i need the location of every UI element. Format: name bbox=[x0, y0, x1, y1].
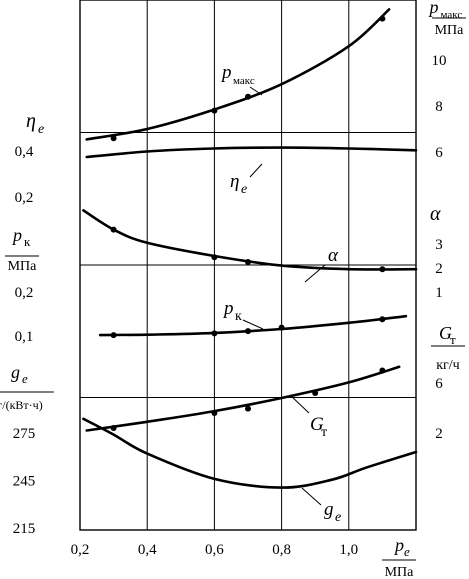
series-pk-label-sub: к bbox=[235, 309, 242, 324]
series-eta-label-sub: e bbox=[241, 182, 247, 197]
right-axis-gt-tick-0: 6 bbox=[435, 376, 443, 392]
series-ge-line bbox=[82, 417, 418, 489]
right-axis-alpha-title-symbol: α bbox=[430, 203, 441, 225]
series-pmax-leader bbox=[249, 86, 263, 96]
right-axis-pmax: p макс МПа 10 8 6 bbox=[428, 0, 466, 161]
left-axis-pk-title-unit: МПа bbox=[8, 259, 38, 274]
left-axis-eta-tick-0: 0,4 bbox=[15, 144, 34, 160]
series-ge-leader bbox=[301, 487, 322, 506]
series-pk-point-1 bbox=[211, 330, 218, 337]
right-axis-alpha-tick-1: 2 bbox=[435, 261, 443, 277]
x-tick-label-2: 0,6 bbox=[205, 542, 224, 558]
series-pk-line bbox=[98, 314, 408, 337]
right-axis-pmax-title-symbol-sub: макс bbox=[441, 9, 463, 21]
series-eta-leader bbox=[249, 163, 263, 178]
left-axis-pk-tick-1: 0,1 bbox=[15, 329, 34, 345]
series-alpha-point-2 bbox=[245, 259, 251, 265]
series-pk-leader bbox=[242, 319, 264, 330]
right-axis-alpha: α 3 2 1 bbox=[430, 203, 443, 301]
series-gt-point-3 bbox=[312, 390, 319, 396]
series-alpha: α bbox=[82, 209, 418, 283]
series-pmax-label: p bbox=[220, 62, 232, 83]
left-axis-ge-tick-2: 215 bbox=[13, 521, 36, 537]
series-pk-label: p bbox=[222, 298, 234, 319]
series-pmax-label-sub: макс bbox=[233, 75, 255, 87]
right-axis-alpha-tick-0: 3 bbox=[435, 237, 443, 253]
left-axis-pk: p к МПа 0,2 0,1 bbox=[5, 225, 39, 345]
right-axis-pmax-title-unit: МПа bbox=[435, 23, 465, 38]
series-alpha-leader bbox=[304, 264, 326, 283]
right-axis-gt-title-symbol: G bbox=[439, 323, 452, 343]
left-axis-ge: g e г/(кВт·ч) 275 245 215 bbox=[0, 362, 54, 537]
x-axis-ticks: 0,2 0,4 0,6 0,8 1,0 bbox=[71, 542, 359, 558]
series-gt-line bbox=[85, 365, 401, 432]
right-axes: p макс МПа 10 8 6 α 3 2 1 Gт кг/ч 6 2 bbox=[428, 0, 466, 442]
x-tick-label-1: 0,4 bbox=[138, 542, 157, 558]
series-pk-point-2 bbox=[245, 328, 251, 335]
series-gt-point-2 bbox=[245, 405, 251, 412]
series-gt: Gт bbox=[85, 365, 401, 440]
series-alpha-point-1 bbox=[211, 254, 218, 261]
series-gt-point-4 bbox=[379, 367, 386, 374]
left-axis-pk-title-symbol: p bbox=[11, 225, 22, 245]
x-tick-label-4: 1,0 bbox=[339, 542, 358, 558]
left-axis-ge-title-symbol: g bbox=[11, 362, 20, 382]
series-alpha-point-0 bbox=[110, 226, 117, 233]
right-axis-alpha-tick-2: 1 bbox=[435, 285, 443, 301]
series-gt-label: G bbox=[310, 414, 324, 435]
x-axis-unit: МПа bbox=[385, 565, 415, 579]
series-pmax-point-3 bbox=[379, 15, 386, 22]
right-axis-gt-title-symbol-sub: т bbox=[450, 332, 456, 347]
left-axis-ge-tick-1: 245 bbox=[13, 474, 36, 490]
left-axis-ge-title-unit: г/(кВт·ч) bbox=[0, 398, 43, 412]
right-axis-pmax-tick-2: 6 bbox=[435, 145, 443, 161]
series-pmax: p макс bbox=[85, 8, 391, 142]
series-pk-point-0 bbox=[110, 332, 117, 339]
series-alpha-point-3 bbox=[379, 266, 386, 273]
x-tick-label-3: 0,8 bbox=[272, 542, 291, 558]
right-axis-pmax-tick-0: 10 bbox=[432, 53, 447, 69]
right-axis-pmax-title-symbol: p bbox=[428, 0, 439, 17]
series-gt-point-1 bbox=[211, 410, 218, 416]
left-axis-eta-title-symbol: η bbox=[26, 110, 36, 132]
right-axis-pmax-tick-1: 8 bbox=[435, 99, 443, 115]
series-gt-point-0 bbox=[110, 425, 117, 431]
x-tick-label-0: 0,2 bbox=[71, 542, 90, 558]
x-axis-symbol-sub: e bbox=[404, 544, 410, 559]
x-axis-label: p e МПа bbox=[382, 535, 416, 579]
series-pmax-point-0 bbox=[110, 135, 117, 142]
x-axis-symbol: p bbox=[393, 535, 404, 555]
right-axis-gt-title-unit: кг/ч bbox=[436, 358, 459, 373]
series-pk-point-4 bbox=[379, 316, 386, 323]
series-pmax-point-2 bbox=[245, 93, 251, 100]
left-axis-pk-tick-0: 0,2 bbox=[15, 285, 34, 301]
series-gt-leader bbox=[289, 394, 310, 414]
right-axis-gt: Gт кг/ч 6 2 bbox=[431, 323, 465, 442]
left-axis-eta: η e 0,4 0,2 bbox=[15, 110, 45, 206]
left-axis-pk-title-symbol-sub: к bbox=[24, 234, 31, 249]
series-ge-label-sub: e bbox=[335, 510, 341, 525]
series-pk-point-3 bbox=[278, 324, 285, 331]
series-eta-label: η bbox=[230, 171, 239, 192]
left-axis-ge-tick-0: 275 bbox=[13, 426, 36, 442]
series-pmax-point-1 bbox=[211, 107, 218, 114]
series-ge-label: g bbox=[324, 499, 334, 520]
left-axis-eta-tick-1: 0,2 bbox=[15, 190, 34, 206]
series-eta-line bbox=[85, 146, 418, 159]
left-axis-eta-title-symbol-sub: e bbox=[38, 122, 44, 137]
right-axis-gt-tick-1: 2 bbox=[435, 426, 443, 442]
series-gt-label-sub: т bbox=[321, 425, 327, 440]
series-alpha-label: α bbox=[328, 245, 339, 266]
left-axis-ge-title-symbol-sub: e bbox=[22, 371, 28, 386]
